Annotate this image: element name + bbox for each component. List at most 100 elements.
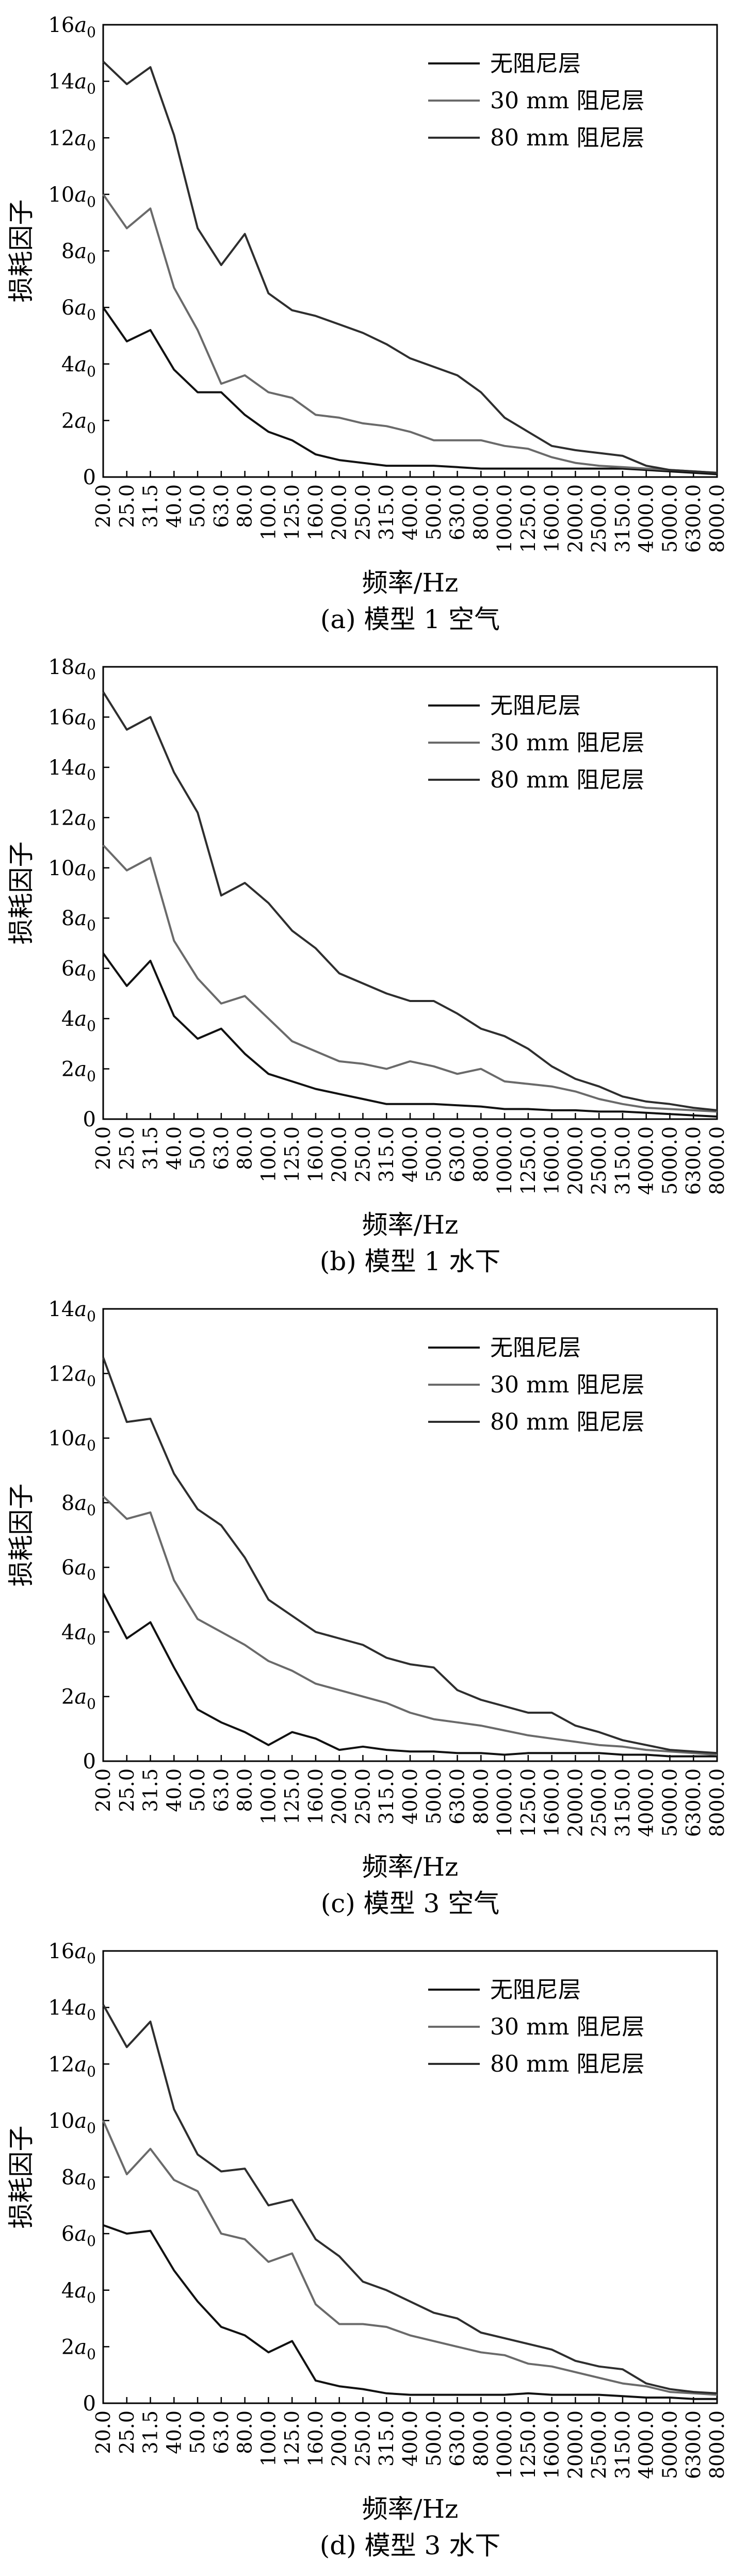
- y-tick-label: 16a0: [48, 1940, 96, 1967]
- x-axis-title: 频率/Hz: [362, 1210, 459, 1240]
- x-tick-label: 1600.0: [541, 484, 563, 553]
- x-tick-label: 2000.0: [564, 1126, 587, 1195]
- legend-label-3: 80 mm 阻尼层: [490, 1409, 644, 1435]
- chart-panel-3: 0 2a0 4a0 6a0 8a0 10a0 12a0 14a0 20.0 25.0 31.5 40.…: [6, 1298, 728, 1918]
- x-tick-label: 8000.0: [706, 484, 728, 553]
- x-tick-label: 1000.0: [493, 1126, 516, 1195]
- y-tick-label: 0: [83, 2392, 96, 2416]
- x-tick-label: 2000.0: [564, 2410, 587, 2479]
- legend-label-1: 无阻尼层: [490, 693, 581, 719]
- y-tick-label: 12a0: [48, 2053, 96, 2080]
- x-tick-label: 80.0: [234, 1768, 256, 1812]
- x-tick-label: 630.0: [446, 1768, 469, 1825]
- y-tick-label: 12a0: [48, 126, 96, 154]
- series-line-1: [102, 953, 718, 1118]
- legend-label-2: 30 mm 阻尼层: [490, 730, 644, 756]
- x-tick-label: 3150.0: [611, 1126, 634, 1195]
- panel-caption: (d) 模型 3 水下: [320, 2531, 501, 2561]
- panel-caption: (b) 模型 1 水下: [320, 1246, 501, 1276]
- x-tick-label: 160.0: [304, 1126, 327, 1183]
- x-tick-label: 80.0: [234, 2410, 256, 2454]
- x-tick-label: 800.0: [469, 1768, 492, 1825]
- x-tick-label: 6300.0: [682, 1768, 705, 1837]
- x-tick-label: 20.0: [92, 1768, 115, 1812]
- x-tick-label: 200.0: [328, 2410, 351, 2467]
- x-tick-label: 3150.0: [611, 484, 634, 553]
- series-line-3: [102, 1357, 718, 1754]
- x-tick-label: 200.0: [328, 484, 351, 540]
- y-tick-label: 4a0: [61, 353, 96, 380]
- x-tick-label: 1250.0: [517, 1126, 540, 1195]
- x-tick-label: 1000.0: [493, 1768, 516, 1837]
- series-line-2: [102, 1495, 718, 1756]
- x-tick-label: 800.0: [469, 1126, 492, 1183]
- x-tick-label: 200.0: [328, 1768, 351, 1825]
- x-tick-label: 315.0: [375, 1768, 398, 1825]
- series-line-1: [102, 1593, 717, 1758]
- x-tick-label: 250.0: [351, 484, 374, 540]
- x-tick-label: 6300.0: [682, 2410, 705, 2479]
- x-tick-label: 250.0: [351, 2410, 374, 2467]
- x-tick-label: 160.0: [304, 1768, 327, 1825]
- x-tick-label: 25.0: [116, 484, 138, 528]
- legend-label-3: 80 mm 阻尼层: [490, 767, 644, 793]
- legend-label-2: 30 mm 阻尼层: [490, 88, 644, 114]
- x-axis-title: 频率/Hz: [362, 1852, 459, 1882]
- y-tick-label: 2a0: [61, 409, 96, 436]
- x-tick-label: 50.0: [186, 1126, 209, 1170]
- x-tick-label: 63.0: [210, 1126, 233, 1170]
- x-axis-title: 频率/Hz: [362, 568, 459, 598]
- x-tick-label: 125.0: [281, 484, 303, 540]
- x-tick-label: 2500.0: [588, 1126, 610, 1195]
- x-tick-label: 630.0: [446, 2410, 469, 2467]
- chart-panel-1: 0 2a0 4a0 6a0 8a0 10a0 12a0 14a0 16a0 20.0 25.0 31.…: [6, 13, 728, 634]
- y-tick-label: 6a0: [61, 2222, 96, 2250]
- x-tick-label: 40.0: [163, 1768, 185, 1812]
- series-line-2: [102, 844, 718, 1113]
- y-axis-title: 损耗因子: [6, 842, 36, 945]
- x-tick-label: 800.0: [469, 2410, 492, 2467]
- x-tick-label: 20.0: [92, 2410, 115, 2454]
- x-tick-label: 4000.0: [635, 2410, 658, 2479]
- x-tick-label: 4000.0: [635, 1768, 658, 1837]
- y-tick-label: 14a0: [48, 1298, 96, 1325]
- x-tick-label: 50.0: [186, 1768, 209, 1812]
- x-tick-label: 4000.0: [635, 1126, 658, 1195]
- x-tick-label: 5000.0: [658, 1126, 681, 1195]
- x-tick-label: 2500.0: [588, 1768, 610, 1837]
- x-tick-label: 20.0: [92, 1126, 115, 1170]
- y-axis-title: 损耗因子: [6, 2126, 36, 2229]
- x-tick-label: 2000.0: [564, 1768, 587, 1837]
- x-tick-label: 6300.0: [682, 484, 705, 553]
- x-tick-label: 80.0: [234, 484, 256, 528]
- x-tick-label: 630.0: [446, 1126, 469, 1183]
- x-tick-label: 315.0: [375, 484, 398, 540]
- x-tick-label: 100.0: [257, 484, 280, 540]
- x-tick-label: 3150.0: [611, 2410, 634, 2479]
- y-tick-label: 10a0: [48, 1427, 96, 1454]
- x-tick-label: 160.0: [304, 2410, 327, 2467]
- y-tick-label: 16a0: [48, 13, 96, 41]
- x-tick-label: 1250.0: [517, 484, 540, 553]
- x-tick-label: 8000.0: [706, 2410, 728, 2479]
- series-line-3: [102, 60, 718, 474]
- x-tick-label: 4000.0: [635, 484, 658, 553]
- x-tick-label: 1250.0: [517, 2410, 540, 2479]
- chart-panel-2: 0 2a0 4a0 6a0 8a0 10a0 12a0 14a0 16a0 18a0 20.0 25.…: [6, 655, 728, 1276]
- x-tick-label: 50.0: [186, 484, 209, 528]
- x-tick-label: 8000.0: [706, 1126, 728, 1195]
- legend-label-1: 无阻尼层: [490, 1977, 581, 2003]
- chart-panel-4: 0 2a0 4a0 6a0 8a0 10a0 12a0 14a0 16a0 20.0 25.0 31.…: [6, 1940, 728, 2561]
- y-tick-label: 10a0: [48, 857, 96, 884]
- x-tick-label: 5000.0: [658, 2410, 681, 2479]
- y-tick-label: 16a0: [48, 705, 96, 733]
- x-tick-label: 31.5: [139, 2410, 162, 2454]
- legend-label-1: 无阻尼层: [490, 1335, 581, 1361]
- y-tick-label: 8a0: [61, 907, 96, 934]
- x-tick-label: 50.0: [186, 2410, 209, 2454]
- x-tick-label: 160.0: [304, 484, 327, 540]
- y-tick-label: 12a0: [48, 1362, 96, 1389]
- x-tick-label: 1600.0: [541, 1126, 563, 1195]
- x-tick-label: 5000.0: [658, 1768, 681, 1837]
- y-axis-title: 损耗因子: [6, 1484, 36, 1587]
